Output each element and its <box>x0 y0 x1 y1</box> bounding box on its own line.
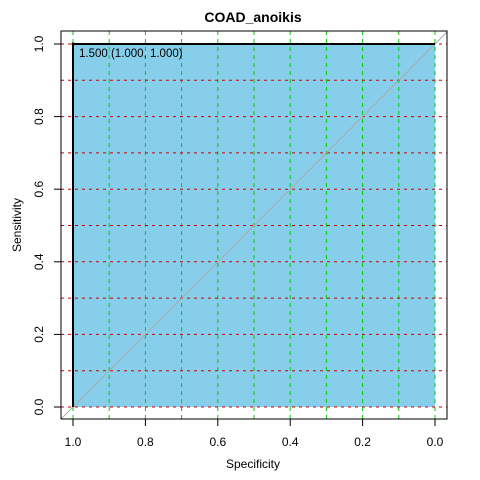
chart-title: COAD_anoikis <box>204 9 301 25</box>
x-tick-label: 0.0 <box>427 435 444 449</box>
x-tick-label: 0.8 <box>137 435 154 449</box>
threshold-annotation: 1.500 (1.000, 1.000) <box>79 48 183 60</box>
x-axis-label: Specificity <box>226 457 280 471</box>
threshold-point <box>71 42 75 46</box>
y-tick-label: 0.6 <box>32 181 46 198</box>
y-tick-label: 0.4 <box>32 253 46 270</box>
roc-curve-layer <box>71 42 435 407</box>
x-tick-label: 0.4 <box>282 435 299 449</box>
x-tick-label: 0.6 <box>209 435 226 449</box>
reference-diagonal <box>60 31 448 420</box>
y-tick-label: 1.0 <box>32 35 46 52</box>
y-tick-label: 0.8 <box>32 108 46 125</box>
y-axis-label: Sensitivity <box>10 198 24 252</box>
x-tick-label: 0.2 <box>354 435 371 449</box>
y-tick-label: 0.0 <box>32 398 46 415</box>
diagonal-layer <box>60 31 448 420</box>
x-axis: 1.0 0.8 0.6 0.4 0.2 0.0 <box>65 418 444 449</box>
x-tick-label: 1.0 <box>65 435 82 449</box>
y-tick-label: 0.2 <box>32 326 46 343</box>
y-axis: 0.0 0.2 0.4 0.6 0.8 1.0 <box>32 35 62 415</box>
